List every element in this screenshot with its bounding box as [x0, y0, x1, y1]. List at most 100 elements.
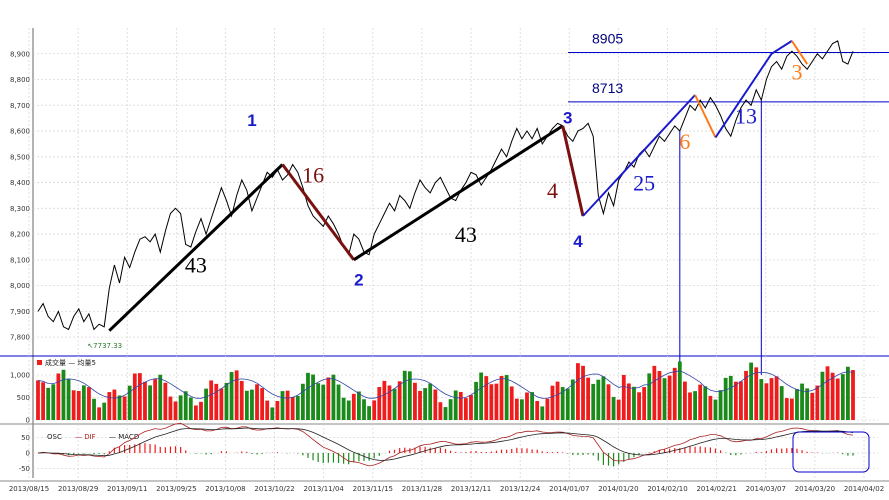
volume-bar	[657, 371, 662, 420]
volume-bar	[611, 396, 616, 420]
y-tick-label: 8,300	[10, 205, 30, 213]
y-tick-label: 8,500	[10, 153, 30, 161]
macd-y-tick: 0	[26, 450, 30, 458]
volume-bar	[357, 391, 361, 420]
x-tick-label: 2014/01/07	[549, 485, 589, 493]
volume-bar	[708, 395, 713, 420]
volume-bar	[840, 374, 845, 420]
volume-bar	[168, 396, 173, 420]
volume-bar	[311, 374, 315, 420]
volume-bar	[565, 388, 570, 420]
volume-bar	[642, 387, 647, 420]
volume-bar	[683, 381, 687, 420]
volume-bar	[178, 395, 183, 420]
volume-bar	[494, 383, 499, 420]
x-tick-label: 2013/11/28	[402, 485, 442, 493]
x-tick-label: 2014/02/21	[696, 485, 736, 493]
volume-bar	[499, 375, 504, 420]
volume-bar	[270, 407, 275, 420]
volume-bar	[749, 362, 754, 420]
x-tick-label: 2014/02/10	[647, 485, 687, 493]
volume-bar	[662, 378, 667, 420]
dif-line	[37, 422, 854, 467]
volume-bar	[336, 384, 341, 420]
volume-bar	[76, 391, 81, 420]
wave-line	[561, 125, 585, 217]
wave-label: 43	[185, 253, 207, 278]
volume-bar	[825, 366, 830, 420]
volume-bar	[810, 392, 815, 420]
volume-bar	[774, 376, 779, 420]
volume-bar	[728, 375, 733, 420]
volume-bar	[362, 399, 366, 420]
volume-bar	[754, 367, 759, 420]
volume-bar	[260, 388, 265, 420]
volume-bar	[46, 387, 51, 420]
volume-bar	[484, 376, 489, 420]
volume-bar	[97, 407, 102, 420]
volume-bar	[280, 391, 285, 420]
wave-label: 1	[247, 111, 256, 130]
volume-bar	[576, 363, 580, 420]
volume-bar	[469, 395, 473, 420]
macd-y-tick: -50	[19, 465, 30, 473]
volume-bar	[244, 390, 249, 420]
volume-bar	[81, 385, 86, 420]
volume-bar	[520, 399, 524, 420]
volume-bar	[295, 395, 300, 420]
volume-bar	[509, 386, 514, 420]
wave-line	[582, 94, 696, 217]
volume-bar	[199, 401, 203, 420]
macd-legend-osc: OSC	[47, 433, 62, 441]
volume-bar	[418, 390, 422, 420]
wave-line	[108, 163, 284, 332]
volume-bar	[173, 401, 178, 420]
volume-bar	[489, 384, 494, 420]
volume-bar	[163, 382, 168, 420]
volume-bar	[66, 379, 71, 420]
x-tick-label: 2013/12/24	[500, 485, 541, 493]
volume-bar	[458, 392, 463, 420]
volume-bar	[525, 392, 529, 420]
volume-bar	[805, 388, 810, 420]
volume-bar	[504, 375, 509, 420]
y-tick-label: 8,100	[10, 256, 30, 264]
volume-bar	[265, 400, 270, 420]
volume-bar	[448, 399, 453, 420]
wave-label: 25	[633, 170, 655, 195]
volume-bar	[677, 361, 682, 420]
volume-bar	[514, 398, 519, 420]
wave-label: 3	[791, 60, 802, 85]
volume-bar	[285, 390, 290, 420]
volume-bar	[402, 370, 407, 420]
volume-bar	[474, 381, 478, 420]
volume-bar	[397, 381, 402, 420]
x-tick-label: 2013/10/08	[205, 485, 245, 493]
x-tick-label: 2013/11/15	[353, 485, 393, 493]
x-tick-label: 2013/12/11	[451, 485, 491, 493]
volume-bar	[759, 379, 764, 420]
volume-bar	[239, 380, 244, 420]
volume-bar	[275, 400, 280, 420]
volume-bar	[535, 400, 540, 420]
volume-bar	[56, 373, 61, 420]
volume-bar	[61, 369, 66, 420]
volume-bar	[764, 383, 769, 420]
wave-label: 2	[354, 271, 363, 290]
volume-bar	[795, 389, 799, 420]
y-tick-label: 8,700	[10, 102, 30, 110]
grid-lines	[0, 28, 889, 482]
volume-bar	[851, 370, 855, 420]
x-tick-label: 2013/09/25	[156, 485, 196, 493]
x-tick-label: 2014/01/20	[598, 485, 638, 493]
wave-line	[694, 94, 717, 138]
volume-bar	[789, 398, 794, 420]
volume-bar	[846, 366, 850, 420]
volume-ma-line	[37, 370, 854, 399]
volume-bar	[739, 381, 743, 420]
x-tick-label: 2013/10/22	[254, 485, 294, 493]
volume-bar	[346, 400, 351, 420]
volume-bar	[122, 396, 127, 420]
volume-bar	[300, 383, 305, 420]
